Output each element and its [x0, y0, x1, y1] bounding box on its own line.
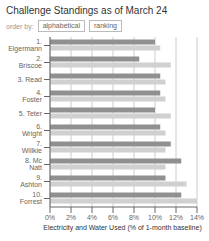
- svg-text:9.Ashton: 9.Ashton: [20, 174, 42, 188]
- svg-text:5. Teter: 5. Teter: [19, 110, 43, 117]
- svg-text:2%: 2%: [66, 214, 76, 221]
- svg-text:10.Forrest: 10.Forrest: [20, 191, 42, 205]
- svg-text:3. Read: 3. Read: [17, 76, 42, 83]
- svg-text:10%: 10%: [148, 214, 162, 221]
- svg-text:1.Eigermann: 1.Eigermann: [8, 38, 42, 53]
- html-text:ranking: ranking: [94, 22, 117, 29]
- svg-text:12%: 12%: [169, 214, 183, 221]
- html-text:order by:: order by:: [6, 22, 34, 30]
- html-text:Electricity and Water Used (%: Electricity and Water Used (% of 1-month…: [43, 224, 202, 231]
- svg-text:14%: 14%: [190, 214, 201, 221]
- svg-text:6.Wright: 6.Wright: [22, 123, 42, 138]
- svg-text:4%: 4%: [87, 214, 97, 221]
- svg-text:8%: 8%: [129, 214, 139, 221]
- svg-text:4.Foster: 4.Foster: [22, 89, 43, 103]
- svg-text:7.Willkie: 7.Willkie: [22, 140, 42, 154]
- html-text:Challenge Standings as of Marc: Challenge Standings as of March 24: [6, 5, 168, 16]
- svg-text:8. McNatt: 8. McNatt: [25, 157, 43, 171]
- svg-text:0%: 0%: [45, 214, 55, 221]
- html-text:alphabetical: alphabetical: [42, 22, 80, 29]
- svg-text:2.Briscoe: 2.Briscoe: [19, 55, 42, 69]
- svg-text:6%: 6%: [108, 214, 118, 221]
